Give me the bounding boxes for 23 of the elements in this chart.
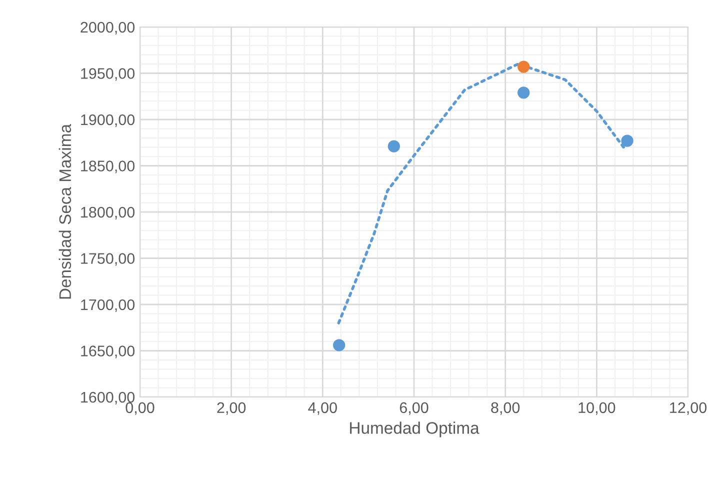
y-tick-label: 1950,00 <box>81 68 135 81</box>
point <box>518 86 530 99</box>
y-tick-label: 1700,00 <box>81 299 135 312</box>
x-tick-label: 8,00 <box>491 402 520 415</box>
x-tick-label: 6,00 <box>400 402 428 415</box>
y-tick-label: 1850,00 <box>81 160 135 174</box>
y-axis-title: Densidad Seca Maxima <box>58 124 72 299</box>
y-tick-label: 1900,00 <box>81 114 135 127</box>
point <box>518 60 530 73</box>
y-tick-label: 1800,00 <box>81 206 135 220</box>
y-tick-label: 1600,00 <box>81 392 135 404</box>
x-tick-label: 2,00 <box>217 402 246 415</box>
x-tick-label: 10,00 <box>578 402 616 415</box>
x-axis-title: Humedad Optima <box>350 422 480 438</box>
y-tick-label: 1650,00 <box>81 346 135 358</box>
x-tick-label: 4,00 <box>308 402 337 415</box>
y-tick-label: 2000,00 <box>80 22 135 34</box>
point <box>388 140 400 152</box>
point <box>333 339 346 352</box>
x-tick-label: 0,00 <box>126 402 154 415</box>
x-tick-label: 12,00 <box>670 402 707 415</box>
point <box>621 134 634 147</box>
y-tick-label: 1750,00 <box>81 253 135 266</box>
